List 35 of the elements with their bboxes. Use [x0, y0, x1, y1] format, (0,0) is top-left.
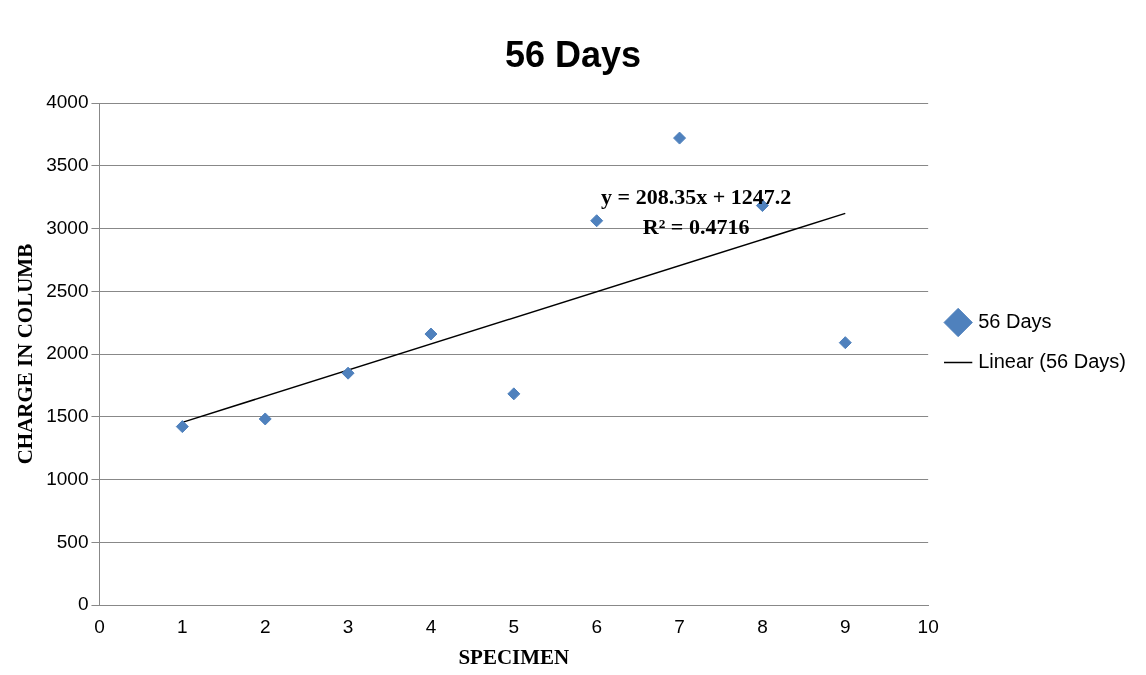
point: [258, 412, 272, 426]
point: [175, 420, 189, 434]
y-tick-label: 1000: [46, 467, 89, 489]
legend-label: Linear (56 Days): [978, 350, 1126, 373]
point: [673, 131, 687, 145]
point: [424, 327, 438, 341]
y-axis-title: CHARGE IN COLUMB: [13, 243, 38, 465]
x-tick-label: 8: [757, 615, 768, 637]
annotation: y = 208.35x + 1247.2: [601, 184, 792, 210]
y-tick-label: 2500: [46, 279, 89, 301]
x-axis-title: SPECIMEN: [458, 644, 570, 669]
x-tick-label: 10: [917, 615, 939, 637]
chart-title: 56 Days: [504, 33, 642, 75]
x-tick-label: 5: [508, 615, 520, 637]
x-tick-label: 7: [674, 615, 685, 637]
y-tick-label: 2000: [46, 342, 89, 364]
x-tick-label: 4: [425, 615, 437, 637]
point: [341, 366, 355, 380]
x-tick-label: 6: [591, 615, 602, 637]
x-tick-label: 1: [177, 615, 188, 637]
legend-label: 56 Days: [978, 310, 1052, 333]
x-tick-label: 9: [840, 615, 851, 637]
point: [590, 214, 604, 228]
y-tick-label: 4000: [46, 91, 89, 113]
point: [838, 336, 852, 350]
point: [507, 387, 521, 401]
y-tick-label: 0: [77, 593, 89, 615]
x-tick-label: 3: [342, 615, 354, 637]
y-tick-label: 3500: [46, 154, 89, 176]
x-tick-label: 0: [94, 615, 105, 637]
y-tick-label: 1500: [46, 405, 89, 427]
y-tick-label: 3000: [46, 216, 89, 238]
x-tick-label: 2: [259, 615, 271, 637]
annotation: R² = 0.4716: [642, 214, 750, 240]
y-tick-label: 500: [56, 530, 89, 552]
